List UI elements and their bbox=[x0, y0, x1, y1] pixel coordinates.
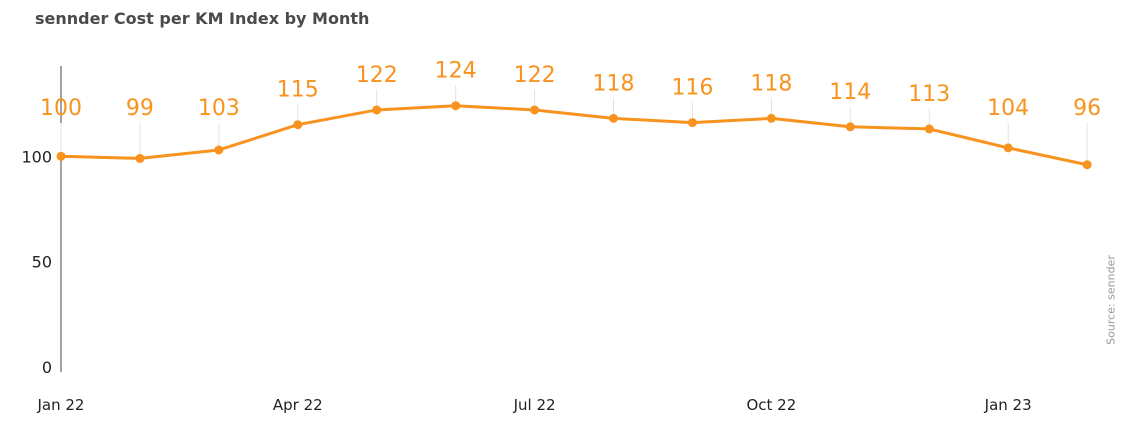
y-tick-label: 50 bbox=[32, 253, 52, 272]
x-axis-ticks: Jan 22 Apr 22 Jul 22 Oct 22 Jan 23 bbox=[37, 396, 1032, 414]
chart-title: sennder Cost per KM Index by Month bbox=[35, 9, 370, 28]
data-point bbox=[293, 120, 303, 130]
data-label: 100 bbox=[40, 96, 82, 121]
data-points bbox=[56, 101, 1092, 170]
data-point bbox=[372, 105, 382, 115]
data-label: 104 bbox=[987, 96, 1029, 121]
data-point bbox=[766, 113, 776, 123]
y-tick-label: 100 bbox=[21, 147, 52, 166]
data-point bbox=[135, 153, 145, 163]
data-point bbox=[56, 151, 66, 161]
y-axis-ticks: 0 50 100 bbox=[21, 147, 52, 377]
x-tick-label: Jan 22 bbox=[37, 396, 85, 414]
data-point bbox=[609, 113, 619, 123]
data-point bbox=[1082, 160, 1092, 170]
data-label: 116 bbox=[671, 76, 713, 101]
data-label: 118 bbox=[593, 71, 635, 96]
data-point bbox=[451, 101, 461, 111]
series-line-group bbox=[59, 104, 1089, 167]
x-tick-label: Jul 22 bbox=[513, 396, 556, 414]
x-tick-label: Apr 22 bbox=[273, 396, 323, 414]
data-label: 118 bbox=[750, 71, 792, 96]
data-point bbox=[845, 122, 855, 132]
x-tick-label: Jan 23 bbox=[984, 396, 1032, 414]
y-tick-label: 0 bbox=[42, 358, 52, 377]
data-label: 103 bbox=[198, 96, 240, 121]
data-label: 99 bbox=[126, 96, 154, 121]
data-point bbox=[214, 145, 224, 155]
data-point bbox=[687, 118, 697, 128]
data-label: 114 bbox=[829, 80, 871, 105]
series-line bbox=[59, 104, 1089, 167]
source-note: Source: sennder bbox=[1104, 255, 1118, 345]
data-label: 124 bbox=[435, 59, 477, 84]
data-point bbox=[530, 105, 540, 115]
x-tick-label: Oct 22 bbox=[746, 396, 796, 414]
data-labels: 100 99 103 115 122 124 122 118 116 118 114 113 104 96 bbox=[40, 59, 1101, 121]
data-label: 115 bbox=[277, 78, 319, 103]
data-point bbox=[924, 124, 934, 134]
data-label: 122 bbox=[356, 63, 398, 88]
data-label: 113 bbox=[908, 82, 950, 107]
data-label: 96 bbox=[1073, 96, 1101, 121]
data-label: 122 bbox=[514, 63, 556, 88]
data-point bbox=[1003, 143, 1013, 153]
